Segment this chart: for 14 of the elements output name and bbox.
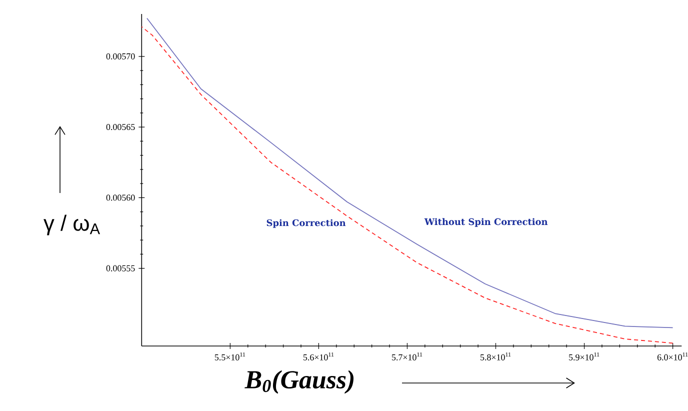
text: Without Spin Correction (424, 218, 548, 227)
y-tick-label: 0.00555 (106, 265, 135, 272)
x-tick-label: 5.7×10$^{11}$ (392, 352, 422, 360)
series-label: Spin Correction (266, 219, 346, 228)
x-axis-title: B$_{0}$(Gauss) (244, 370, 354, 394)
x-tick-label: 5.6×10$^{11}$ (303, 352, 334, 360)
y-tick-label: 0.00560 (106, 194, 135, 201)
y-tick-label: 0.00570 (106, 53, 135, 60)
x-tick-label: 5.5×10$^{11}$ (214, 352, 246, 360)
y-axis-title: γ / ω$_{A}$ (44, 214, 100, 236)
x-tick-label: 5.9×10$^{11}$ (569, 352, 600, 360)
y-tick-label: 0.00565 (106, 124, 135, 130)
x-tick-label: 5.8×10$^{11}$ (480, 352, 511, 360)
x-tick-label: 6.0×10$^{11}$ (657, 352, 688, 360)
